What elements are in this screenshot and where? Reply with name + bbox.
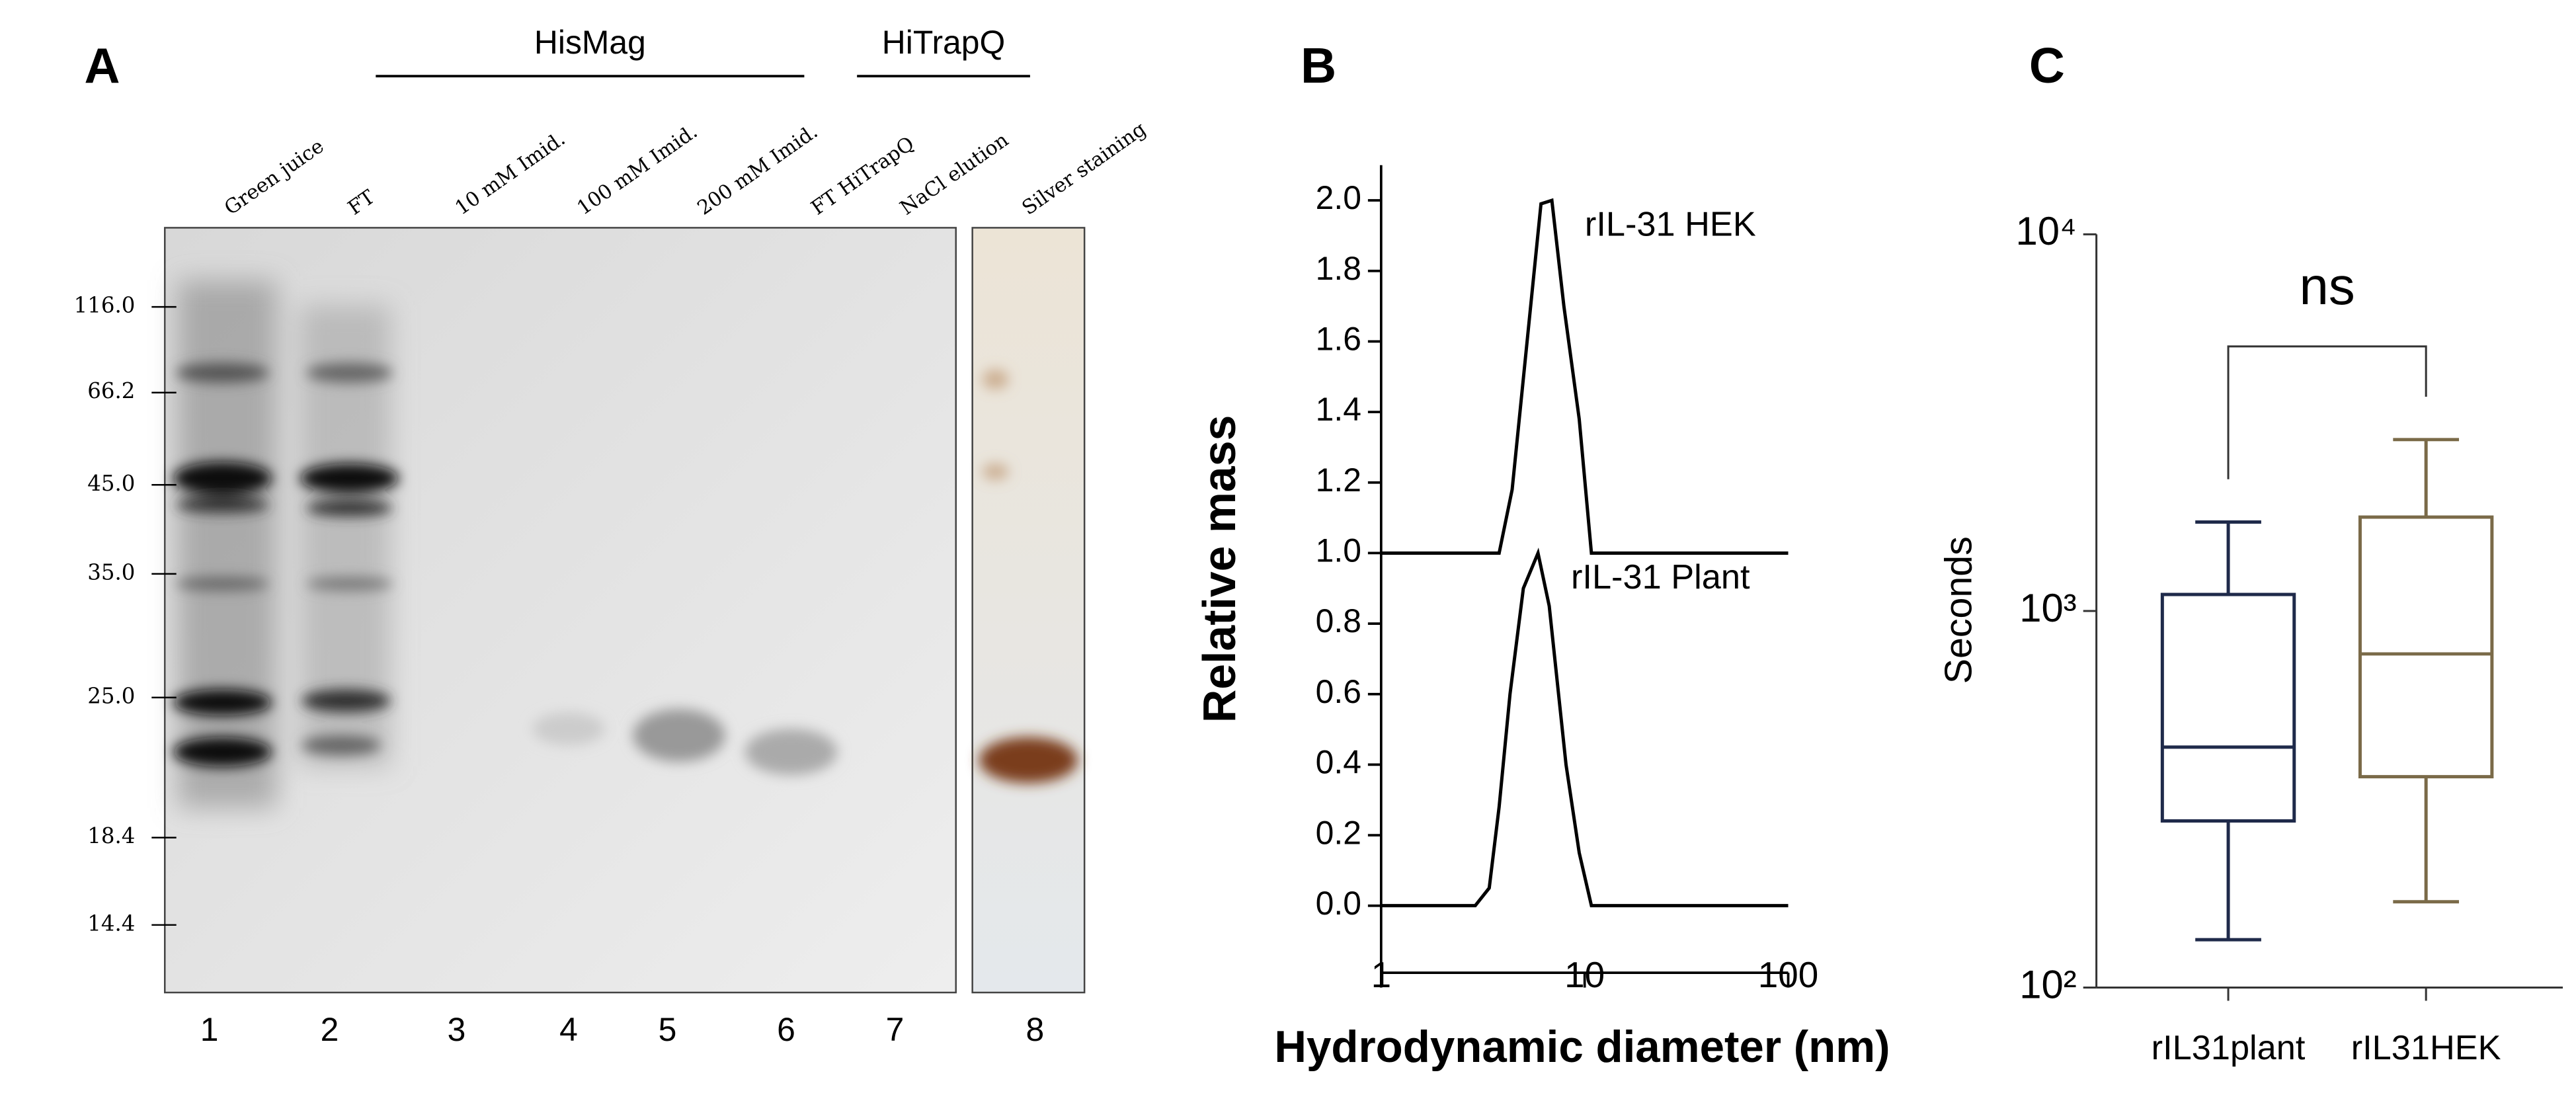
marker-label: 18.4 [87, 823, 135, 848]
y-tick-label: 10² [2019, 962, 2076, 1006]
y-tick-label: 1.6 [1316, 321, 1361, 358]
panel-c: C 10² 10³ 10⁴ Seconds rIL31plant rIL31HEK ns [1937, 38, 2563, 1067]
lane-label: 10 mM Imid. [451, 127, 569, 220]
lane-number: 1 [200, 1011, 219, 1048]
gel-bands [173, 362, 1078, 784]
marker-label: 14.4 [87, 911, 135, 936]
lane-number: 6 [777, 1011, 795, 1048]
significance-bracket [2227, 345, 2427, 479]
gel-image [164, 227, 957, 994]
x-tick-label: 1 [1371, 954, 1392, 995]
panel-label: A [85, 38, 120, 93]
lane-label: 200 mM Imid. [693, 120, 822, 220]
lane-number: 5 [659, 1011, 677, 1048]
y-tick-label: 2.0 [1316, 179, 1361, 216]
x-tick-label: 10 [1564, 954, 1605, 995]
lane-number: 4 [559, 1011, 578, 1048]
y-tick-label: 10³ [2019, 586, 2076, 630]
y-tick-label: 10⁴ [2015, 209, 2076, 253]
y-tick-label: 0.6 [1316, 673, 1361, 710]
y-tick-label: 0.4 [1316, 744, 1361, 781]
lane-label: Silver staining [1018, 118, 1150, 220]
x-tick-label: rIL31plant [2152, 1029, 2306, 1067]
panel-b: B 0.0 0.2 0.4 0.6 0.8 1.0 1.2 1.4 1.6 1.8 2.0 1 10 100… [1193, 38, 1890, 1072]
x-tick-label: 100 [1758, 954, 1818, 995]
y-axis-label: Relative mass [1193, 415, 1245, 723]
group-label: HiTrapQ [882, 24, 1005, 61]
series-line [1381, 548, 1789, 908]
lane-label: Green juice [220, 135, 328, 220]
y-tick-label: 0.2 [1316, 814, 1361, 851]
panel-label: B [1301, 38, 1336, 93]
box [2358, 515, 2494, 779]
y-tick-label: 1.0 [1316, 532, 1361, 569]
y-tick-label: 1.2 [1316, 462, 1361, 499]
lane-label: NaCl elution [896, 128, 1013, 220]
series-line [1381, 198, 1789, 555]
lane-number: 8 [1026, 1011, 1045, 1048]
box [2160, 592, 2296, 823]
lane-number: 2 [321, 1011, 339, 1048]
marker-label: 66.2 [87, 378, 135, 403]
lane-label: FT [344, 186, 379, 220]
x-axis-label: Hydrodynamic diameter (nm) [1274, 1022, 1890, 1072]
gel-panel: A HisMag HiTrapQ Green juice FT [74, 24, 1150, 1048]
y-axis-label: Seconds [1937, 536, 1980, 684]
series-annotation: rIL-31 Plant [1571, 558, 1750, 596]
silver-gel-image [971, 227, 1086, 994]
series-annotation: rIL-31 HEK [1585, 206, 1756, 244]
panel-label: C [2029, 38, 2065, 93]
marker-label: 35.0 [87, 559, 135, 585]
marker-label: 25.0 [87, 683, 135, 708]
marker-label: 45.0 [87, 471, 135, 496]
x-tick-label: rIL31HEK [2351, 1029, 2501, 1067]
significance-label: ns [2299, 257, 2355, 315]
lane-number: 7 [886, 1011, 905, 1048]
y-tick-label: 0.8 [1316, 602, 1361, 639]
y-tick-label: 0.0 [1316, 885, 1361, 922]
lane-label: 100 mM Imid. [573, 120, 702, 220]
marker-label: 116.0 [74, 293, 136, 318]
y-tick-label: 1.8 [1316, 250, 1361, 287]
y-tick-label: 1.4 [1316, 391, 1361, 428]
group-label: HisMag [534, 24, 646, 61]
lane-number: 3 [448, 1011, 466, 1048]
